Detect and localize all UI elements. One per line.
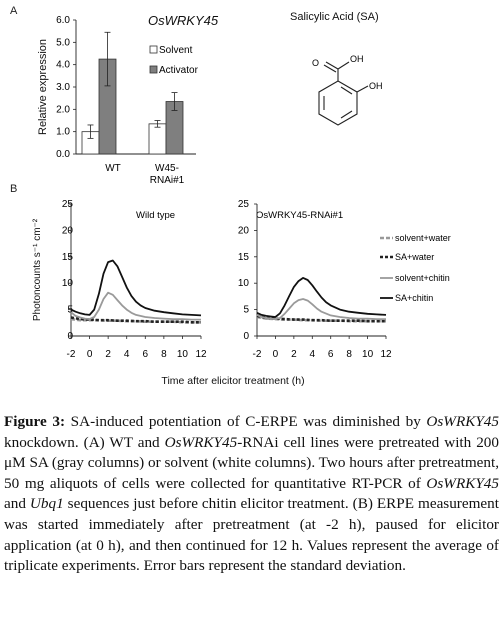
caption-text: -RNAi cell lines were pretreated with 20… [4,433,499,492]
line1-xtick: -2 [67,349,76,360]
line-chart-wild-type: Photoncounts s⁻¹ cm⁻² Wild type 0 5 10 1… [32,199,207,360]
carbonyl-bond-1 [325,61,339,70]
bar-legend: Solvent Activator [149,45,199,76]
bar-ytick: 6.0 [56,15,70,26]
chemical-title: Salicylic Acid (SA) [290,11,379,23]
bar-ytick: 2.0 [56,104,70,115]
line2-xtick: 4 [310,349,316,360]
line2-ytick: 20 [238,225,250,236]
line1-xticks: -2 0 2 4 6 8 10 12 [67,349,207,360]
bar-plot-area [73,19,196,155]
legend-label-solvent: Solvent [159,45,193,56]
acid-hydroxyl: OH [350,54,364,64]
line2-xtick: 6 [328,349,334,360]
series-sa-water [70,316,201,324]
bar-chart-ylabel: Relative expression [37,39,49,135]
caption-label: Figure 3: [4,413,66,430]
series-solvent-chitin [256,298,386,321]
series-sa-chitin [256,276,387,318]
caption-text: knockdown. (A) WT and [4,433,165,451]
bar-ytick: 5.0 [56,37,70,48]
line1-xtick: 4 [124,349,130,360]
bar-ytick: 4.0 [56,60,70,71]
bar-yticks: 0.0 1.0 2.0 3.0 4.0 5.0 6.0 [56,15,70,160]
bar-category-labels: WT W45- RNAi#1 [105,163,184,186]
series-sa-chitin [70,259,202,317]
line1-xtick: 8 [161,349,167,360]
legend-label-sa-chitin: SA+chitin [395,293,433,303]
line2-xtick: 12 [380,349,392,360]
line1-ytick: 15 [62,252,74,263]
line1-xtick: 12 [195,349,207,360]
caption-gene: Ubq1 [29,495,64,513]
bar-ytick: 1.0 [56,127,70,138]
phenol-bond [356,85,369,93]
line1-plot-area [68,203,202,339]
legend-label-solvent-water: solvent+water [395,233,451,243]
figure-canvas: A B OsWRKY45 Relative expression 0.0 1.0… [10,5,451,387]
line2-xtick: 0 [273,349,279,360]
line1-ytick: 10 [62,278,74,289]
caption-gene: OsWRKY45 [426,474,499,492]
solvent-bar [148,123,167,155]
caption-text: SA-induced potentiation of C-ERPE was di… [65,413,427,430]
line2-plot-area [254,203,387,339]
bar-category-label: RNAi#1 [150,175,185,186]
line2-yticks: 0 5 10 15 20 25 [238,199,250,342]
caption-gene: OsWRKY45 [164,433,238,451]
line1-xtick: 2 [105,349,111,360]
line2-xtick: 2 [291,349,297,360]
bar-chart: OsWRKY45 Relative expression 0.0 1.0 2.0… [37,13,219,186]
line-chart-ylabel: Photoncounts s⁻¹ cm⁻² [32,218,43,321]
salicylic-acid-structure: Salicylic Acid (SA) O OH OH [290,11,383,126]
line1-xtick: 6 [143,349,149,360]
acid-oh-bond [337,61,350,70]
line2-xtick: 10 [362,349,374,360]
legend-label-activator: Activator [159,65,199,76]
bar-category-label: W45- [155,163,179,174]
line1-ytick: 25 [62,199,74,210]
line2-xtick: -2 [253,349,262,360]
line1-yticks: 0 5 10 15 20 25 [62,199,74,342]
line-chart-rnai: OsWRKY45-RNAi#1 0 5 10 15 20 25 -2 0 2 4… [238,199,451,360]
caption-text: and [4,495,30,513]
panel-b-label: B [10,183,17,195]
carbonyl-oxygen: O [312,58,319,68]
bar-ytick: 0.0 [56,149,70,160]
figure-caption: Figure 3: SA-induced potentiation of C-E… [4,412,499,577]
line2-ytick: 15 [238,252,250,263]
legend-label-solvent-chitin: solvent+chitin [395,273,450,283]
bar-chart-title: OsWRKY45 [148,13,219,28]
line1-ytick: 20 [62,225,74,236]
line-legend: solvent+water SA+water solvent+chitin SA… [380,233,451,303]
benzene-ring [318,61,369,126]
line1-xtick: 10 [177,349,189,360]
line2-ytick: 5 [243,305,249,316]
line-chart-2-title: OsWRKY45-RNAi#1 [256,210,343,221]
carbonyl-bond-2 [323,64,337,73]
bar-ytick: 3.0 [56,82,70,93]
line1-ytick: 0 [67,331,73,342]
line1-xtick: 0 [87,349,93,360]
shared-x-axis-label: Time after elicitor treatment (h) [161,375,304,387]
line2-xticks: -2 0 2 4 6 8 10 12 [253,349,392,360]
line2-ytick: 0 [243,331,249,342]
bar-category-label: WT [105,163,121,174]
line1-ytick: 5 [67,305,73,316]
legend-swatch-activator [149,65,158,74]
line2-ytick: 10 [238,278,250,289]
caption-text: sequences just before chitin elicitor tr… [4,495,499,575]
panel-a-label: A [10,5,18,17]
legend-label-sa-water: SA+water [395,252,434,262]
legend-swatch-solvent [149,45,158,54]
phenol-hydroxyl: OH [369,81,383,91]
line2-xtick: 8 [346,349,352,360]
caption-gene: OsWRKY45 [426,413,499,430]
line-chart-1-title: Wild type [136,210,175,221]
series-solvent-chitin [70,291,201,321]
line2-ytick: 25 [238,199,250,210]
